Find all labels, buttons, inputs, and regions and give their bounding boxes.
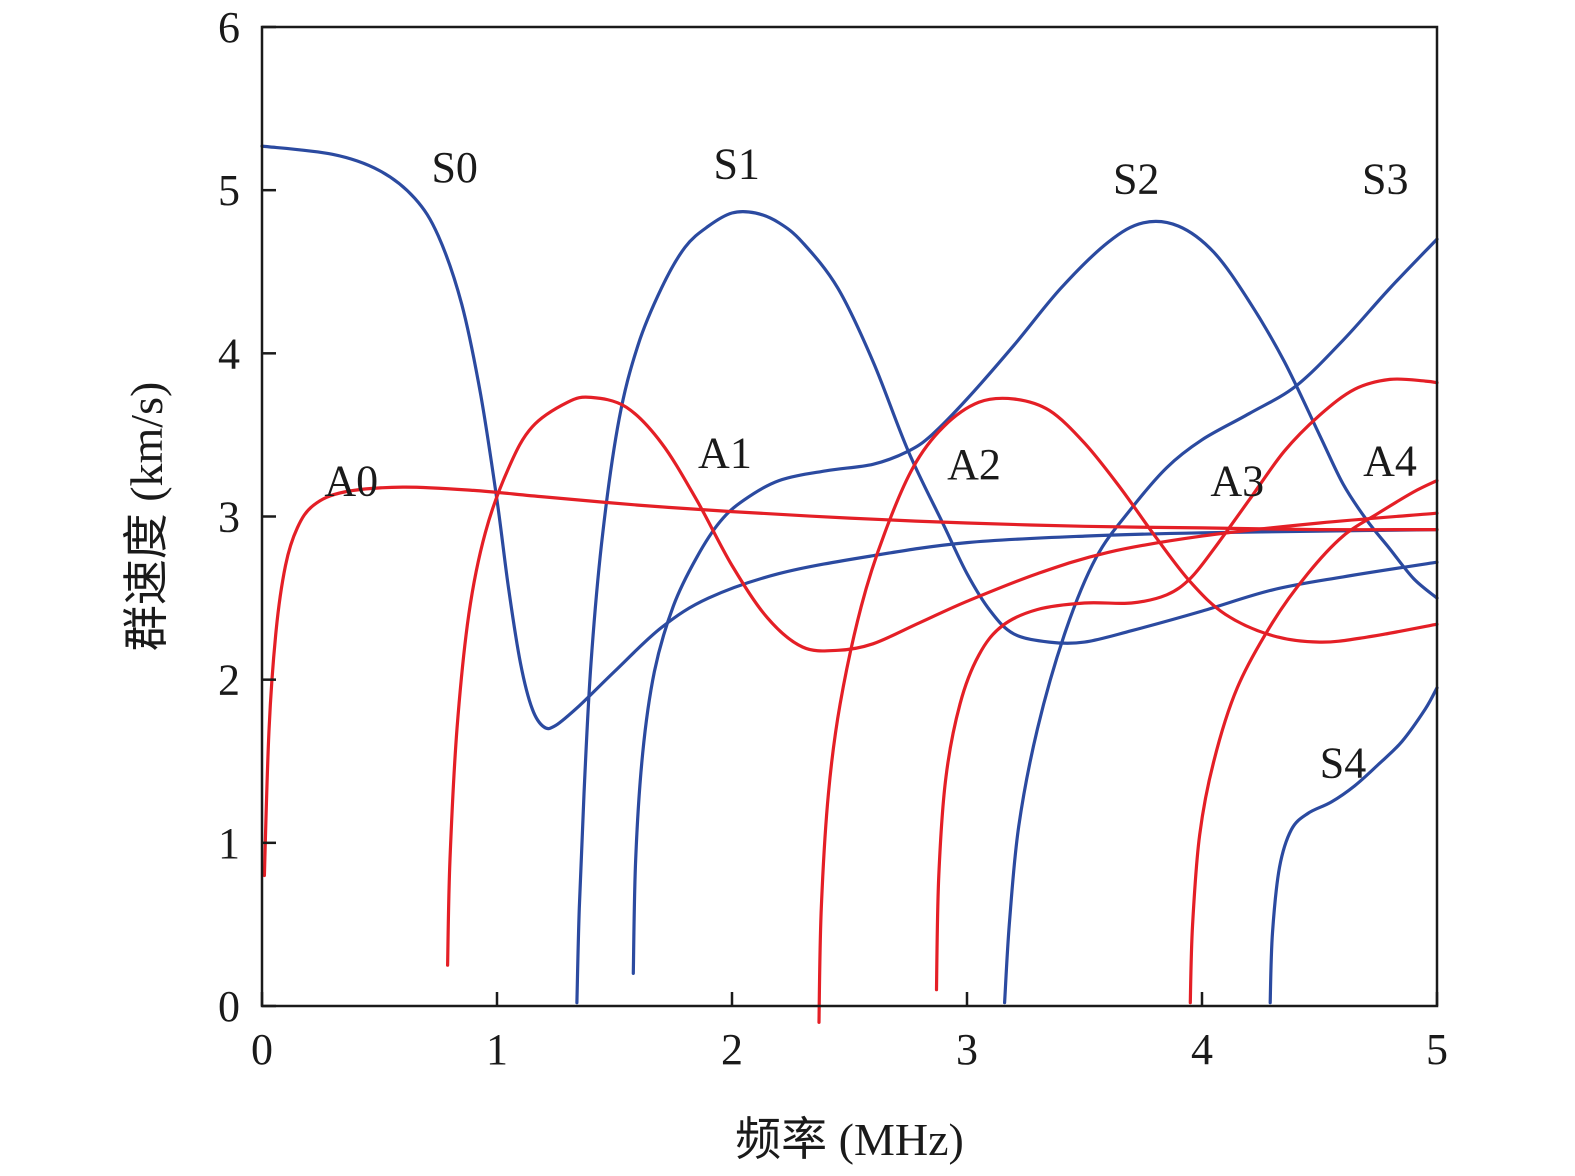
x-tick-label: 2 bbox=[721, 1025, 743, 1074]
y-tick-label: 2 bbox=[218, 656, 240, 705]
y-tick-label: 0 bbox=[218, 982, 240, 1031]
y-tick-label: 4 bbox=[218, 329, 240, 378]
x-axis-label: 频率 (MHz) bbox=[735, 1114, 964, 1165]
a0-mode-curve bbox=[262, 485, 1439, 878]
x-tick-label: 1 bbox=[486, 1025, 508, 1074]
s0-mode-label: S0 bbox=[431, 143, 477, 192]
y-tick-label: 1 bbox=[218, 819, 240, 868]
a2-mode-curve bbox=[817, 396, 1439, 1024]
a1-mode-curve bbox=[446, 395, 1439, 967]
a4-mode-label: A4 bbox=[1363, 437, 1417, 486]
s0-mode-curve bbox=[260, 144, 1439, 731]
a1-mode-label: A1 bbox=[698, 429, 752, 478]
s1-mode-label: S1 bbox=[713, 140, 759, 189]
x-tick-label: 3 bbox=[956, 1025, 978, 1074]
x-tick-label: 4 bbox=[1191, 1025, 1213, 1074]
symmetric-mode-curve bbox=[631, 219, 1439, 975]
dispersion-curves bbox=[260, 144, 1439, 1024]
axis-ticks: 0 1 2 3 4 5 0 1 2 3 4 5 6 bbox=[218, 3, 1448, 1074]
s4-mode-label: S4 bbox=[1320, 739, 1366, 788]
x-tick-label: 5 bbox=[1426, 1025, 1448, 1074]
x-tick-label: 0 bbox=[251, 1025, 273, 1074]
y-tick-label: 5 bbox=[218, 166, 240, 215]
s1-mode-curve bbox=[575, 209, 1439, 1005]
y-tick-label: 6 bbox=[218, 3, 240, 52]
a4-mode-curve bbox=[1188, 479, 1439, 1005]
s3-mode-curve bbox=[1003, 237, 1439, 1005]
s3-mode-label: S3 bbox=[1362, 154, 1408, 203]
s4-mode-curve bbox=[1268, 686, 1439, 1005]
a0-mode-label: A0 bbox=[324, 456, 378, 505]
mode-labels: S0 S1 S2 S3 S4 A0 A1 A2 A3 A4 bbox=[324, 140, 1416, 788]
s2-mode-label: S2 bbox=[1113, 154, 1159, 203]
a3-mode-label: A3 bbox=[1210, 456, 1264, 505]
a2-mode-label: A2 bbox=[947, 440, 1001, 489]
y-tick-label: 3 bbox=[218, 493, 240, 542]
y-axis-label: 群速度 (km/s) bbox=[121, 382, 172, 652]
a3-mode-curve bbox=[934, 377, 1439, 992]
